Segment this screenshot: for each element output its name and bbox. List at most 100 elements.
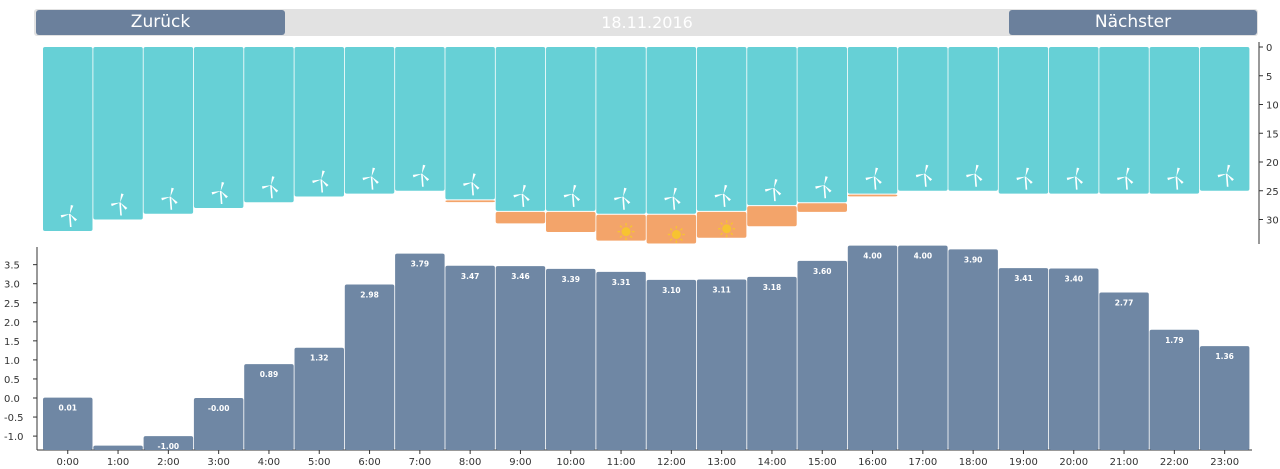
turbine-blade [170,196,178,205]
wind-bar [93,47,143,220]
wind-turbine-icon [664,187,681,210]
turbine-blade [1176,167,1180,177]
turbine-blade [874,176,882,184]
turbine-blade [161,196,171,201]
bottom-y-tick-label: 3.0 [4,280,20,291]
wind-bar [696,47,747,211]
turbine-tower [421,173,424,187]
turbine-blade [421,164,426,174]
turbine-tower [169,196,173,210]
wind-bar [747,47,797,206]
bottom-y-tick-label: -1.0 [4,432,24,443]
wind-bar [596,47,646,214]
next-button[interactable]: Nächster [1009,10,1257,35]
price-data-label: 4.00 [914,252,933,261]
hour-label: 1:00 [107,457,129,468]
price-data-label: 3.31 [612,278,631,287]
turbine-blade [261,185,271,189]
price-data-label: -1.00 [158,442,180,451]
hour-label: 23:00 [1210,457,1239,468]
turbine-blade [1126,176,1134,184]
hour-label: 5:00 [308,457,330,468]
price-bar [395,253,445,450]
price-data-label: 0.01 [58,404,77,413]
turbine-blade [421,173,430,182]
turbine-tower [1074,176,1078,190]
turbine-tower [320,179,324,193]
price-bar [1199,346,1250,450]
turbine-blade [412,173,422,178]
back-button[interactable]: Zurück [36,10,285,35]
wind-bar [294,47,344,197]
turbine-blade [522,184,527,194]
hour-label: 3:00 [207,457,229,468]
price-data-label: 3.47 [461,272,480,281]
wind-turbine-icon [865,167,882,190]
price-bar [445,265,495,450]
price-data-label: 1.36 [1215,352,1234,361]
turbine-tower [1024,176,1028,190]
sun-ray [720,232,723,236]
sun-icon [667,226,685,243]
turbine-blade [815,185,825,189]
sun-ray [619,225,623,228]
sun-ray [730,232,734,236]
price-data-label: -0.00 [208,404,230,413]
price-bar [847,245,898,450]
bottom-y-tick-label: 2.5 [4,299,20,310]
turbine-blade [1167,176,1177,181]
turbine-blade [623,187,627,197]
turbine-tower [773,188,776,202]
sun-ray [730,222,734,226]
turbine-blade [924,164,929,174]
turbine-blade [111,202,121,207]
turbine-tower [823,185,827,199]
price-bar [244,364,294,450]
hour-label: 7:00 [409,457,431,468]
wind-turbine-icon [915,164,933,187]
solar-bar [797,203,847,212]
turbine-blade [1226,164,1231,174]
turbine-tower [924,173,927,187]
price-data-label: 3.90 [964,255,983,264]
wind-turbine-icon [1066,167,1084,190]
wind-turbine-icon [312,170,329,193]
sun-ray [680,227,683,231]
sun-icon [617,223,635,241]
wind-bar [847,47,898,194]
solar-bar [596,214,646,241]
turbine-blade [673,187,677,197]
turbine-blade [463,182,473,186]
wind-turbine-icon [1167,167,1184,190]
turbine-blade [60,214,70,218]
turbine-blade [874,167,879,177]
price-bar [898,245,948,450]
hour-label: 17:00 [908,457,937,468]
wind-turbine-icon [211,181,228,205]
turbine-blade [1117,176,1127,181]
sun-disc [671,230,681,239]
wind-bar [898,47,948,191]
price-bar [1099,292,1149,450]
price-data-label: 3.39 [561,275,580,284]
turbine-tower [471,182,474,196]
price-data-label: 3.18 [763,283,782,292]
turbine-blade [1217,173,1227,178]
wind-bar [193,47,244,208]
price-bar [646,279,697,450]
hour-label: 8:00 [459,457,481,468]
turbine-tower [119,202,122,216]
turbine-blade [824,176,828,186]
price-data-label: 1.79 [1165,336,1184,345]
price-bar [998,268,1049,450]
bottom-y-tick-label: 0.5 [4,375,20,386]
price-data-label: 3.40 [1064,274,1083,283]
wind-turbine-icon [614,187,631,210]
price-bar [546,268,596,450]
top-y-tick-label: 30 [1266,216,1279,227]
price-bar [596,271,646,450]
price-bar [93,445,143,450]
price-bar [696,279,747,450]
turbine-blade [915,173,925,178]
